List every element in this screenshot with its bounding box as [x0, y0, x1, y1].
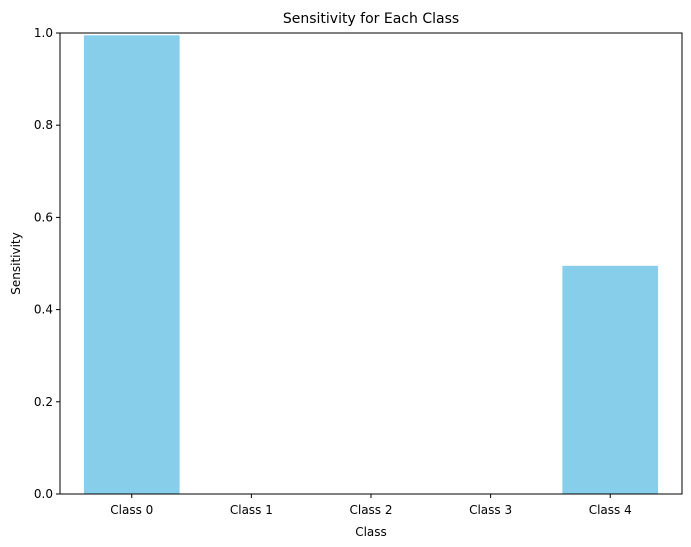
y-tick-label: 0.0: [34, 487, 53, 501]
bar-class-4: [562, 265, 659, 494]
x-tick-label: Class 4: [589, 503, 632, 517]
y-axis: 0.0 0.2 0.4 0.6 0.8 1.0: [34, 26, 60, 501]
y-tick-label: 0.4: [34, 303, 53, 317]
y-tick-label: 0.6: [34, 210, 53, 224]
x-tick-label: Class 2: [349, 503, 392, 517]
y-tick-label: 0.2: [34, 395, 53, 409]
x-tick-label: Class 0: [110, 503, 153, 517]
y-tick-label: 0.8: [34, 118, 53, 132]
bars-layer: [83, 35, 659, 495]
x-axis-label: Class: [355, 525, 387, 539]
chart-title: Sensitivity for Each Class: [283, 11, 459, 27]
x-tick-label: Class 1: [230, 503, 273, 517]
x-tick-label: Class 3: [469, 503, 512, 517]
bar-class-0: [83, 35, 180, 495]
y-axis-label: Sensitivity: [9, 232, 23, 294]
y-tick-label: 1.0: [34, 26, 53, 40]
x-axis: Class 0 Class 1 Class 2 Class 3 Class 4: [110, 494, 632, 517]
plot-frame: [59, 32, 683, 495]
